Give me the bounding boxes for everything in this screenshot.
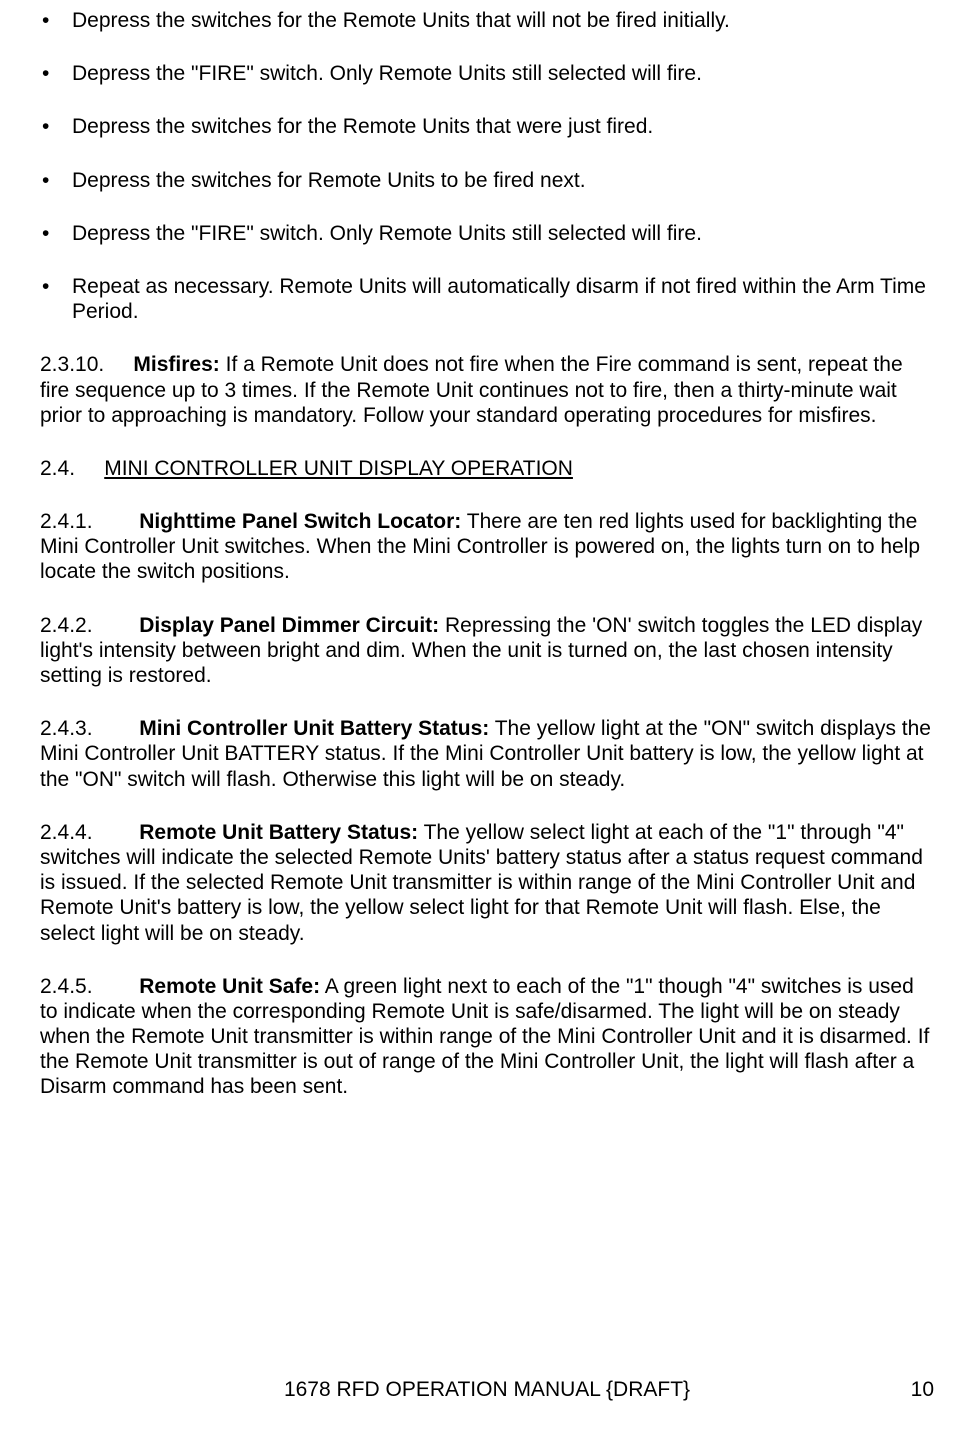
list-item: • Repeat as necessary. Remote Units will… (40, 274, 934, 324)
bullet-icon: • (40, 61, 72, 86)
page-footer: 1678 RFD OPERATION MANUAL {DRAFT} 10 (40, 1377, 934, 1402)
bullet-text: Depress the switches for the Remote Unit… (72, 8, 934, 33)
bullet-icon: • (40, 221, 72, 246)
section-misfires: 2.3.10. Misfires: If a Remote Unit does … (40, 352, 934, 428)
bullet-text: Repeat as necessary. Remote Units will a… (72, 274, 934, 324)
bullet-list: • Depress the switches for the Remote Un… (40, 8, 934, 324)
list-item: • Depress the switches for the Remote Un… (40, 8, 934, 33)
section-number: 2.4.4. (40, 821, 93, 844)
section-number: 2.3.10. (40, 353, 104, 376)
section-24-heading: 2.4. MINI CONTROLLER UNIT DISPLAY OPERAT… (40, 456, 934, 481)
section-nighttime: 2.4.1. Nighttime Panel Switch Locator: T… (40, 509, 934, 585)
section-mini-battery: 2.4.3. Mini Controller Unit Battery Stat… (40, 716, 934, 792)
section-heading: Remote Unit Safe: (139, 975, 320, 998)
section-title: MINI CONTROLLER UNIT DISPLAY OPERATION (104, 457, 573, 480)
section-heading: Display Panel Dimmer Circuit: (139, 614, 439, 637)
section-remote-safe: 2.4.5. Remote Unit Safe: A green light n… (40, 974, 934, 1100)
section-number: 2.4.3. (40, 717, 93, 740)
section-number: 2.4.1. (40, 510, 93, 533)
section-heading: Remote Unit Battery Status: (139, 821, 418, 844)
page-number: 10 (911, 1377, 934, 1402)
section-dimmer: 2.4.2. Display Panel Dimmer Circuit: Rep… (40, 613, 934, 689)
bullet-icon: • (40, 8, 72, 33)
section-number: 2.4.2. (40, 614, 93, 637)
list-item: • Depress the "FIRE" switch. Only Remote… (40, 221, 934, 246)
bullet-text: Depress the switches for Remote Units to… (72, 168, 934, 193)
section-remote-battery: 2.4.4. Remote Unit Battery Status: The y… (40, 820, 934, 946)
bullet-icon: • (40, 114, 72, 139)
section-number: 2.4. (40, 457, 75, 480)
section-number: 2.4.5. (40, 975, 93, 998)
footer-title: 1678 RFD OPERATION MANUAL {DRAFT} (40, 1377, 934, 1402)
section-heading: Misfires: (133, 353, 219, 376)
list-item: • Depress the switches for the Remote Un… (40, 114, 934, 139)
section-heading: Nighttime Panel Switch Locator: (139, 510, 461, 533)
bullet-icon: • (40, 274, 72, 324)
bullet-text: Depress the switches for the Remote Unit… (72, 114, 934, 139)
bullet-text: Depress the "FIRE" switch. Only Remote U… (72, 221, 934, 246)
section-heading: Mini Controller Unit Battery Status: (139, 717, 489, 740)
list-item: • Depress the "FIRE" switch. Only Remote… (40, 61, 934, 86)
list-item: • Depress the switches for Remote Units … (40, 168, 934, 193)
bullet-icon: • (40, 168, 72, 193)
bullet-text: Depress the "FIRE" switch. Only Remote U… (72, 61, 934, 86)
